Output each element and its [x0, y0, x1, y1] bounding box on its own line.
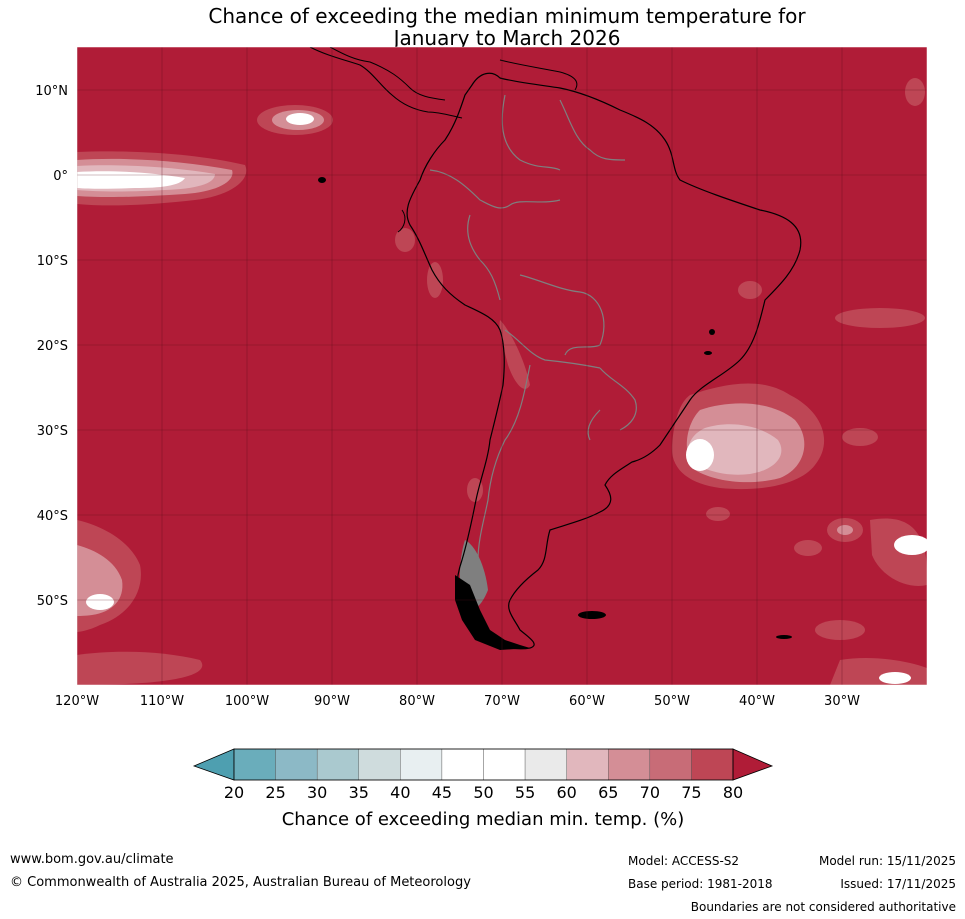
probability-patch-south-atlantic: [671, 383, 825, 490]
lon-label-120w: 120°W: [55, 694, 99, 709]
base-period-text: Base period: 1981-2018: [628, 877, 773, 891]
colorbar-segment: [566, 748, 609, 781]
colorbar-segment: [400, 748, 443, 781]
lon-label-30w: 30°W: [824, 694, 860, 709]
colorbar-segment: [275, 748, 318, 781]
issued-text: Issued: 17/11/2025: [840, 877, 956, 891]
colorbar-segment: [483, 748, 526, 781]
model-run-text: Model run: 15/11/2025: [818, 854, 956, 868]
probability-patch-equatorial-west: [77, 151, 247, 206]
lat-label-20s: 20°S: [37, 339, 68, 354]
probability-patch-southwest-pacific: [77, 520, 203, 685]
colorbar-tick-label: 35: [349, 783, 369, 802]
islands: [318, 177, 792, 650]
website-link[interactable]: www.bom.gov.au/climate: [10, 852, 174, 867]
lon-label-100w: 100°W: [225, 694, 269, 709]
colorbar-segment: [524, 748, 567, 781]
lon-label-40w: 40°W: [739, 694, 775, 709]
colorbar-over-arrow: [732, 748, 774, 781]
longitude-labels: 120°W 110°W 100°W 90°W 80°W 70°W 60°W 50…: [55, 694, 860, 709]
colorbar-segment: [233, 748, 276, 781]
colorbar-segment: [691, 748, 734, 781]
colorbar-tick-label: 55: [515, 783, 535, 802]
colorbar-label: Chance of exceeding median min. temp. (%…: [282, 809, 685, 830]
colorbar-tick-label: 65: [598, 783, 618, 802]
lon-label-110w: 110°W: [140, 694, 184, 709]
colorbar-segment: [441, 748, 484, 781]
colorbar-segment: [608, 748, 651, 781]
colorbar-tick-label: 20: [224, 783, 244, 802]
lon-label-90w: 90°W: [314, 694, 350, 709]
colorbar-tick-label: 40: [390, 783, 410, 802]
colorbar-tick-label: 80: [723, 783, 743, 802]
lon-label-70w: 70°W: [484, 694, 520, 709]
lat-label-0: 0°: [53, 169, 68, 184]
lat-label-30s: 30°S: [37, 424, 68, 439]
colorbar-segment: [358, 748, 401, 781]
country-borders: [429, 94, 637, 561]
colorbar-under-arrow: [192, 748, 235, 781]
copyright-text: © Commonwealth of Australia 2025, Austra…: [10, 875, 471, 890]
colorbar-segments: [233, 748, 734, 781]
colorbar-tick-label: 50: [473, 783, 493, 802]
lon-label-60w: 60°W: [569, 694, 605, 709]
disclaimer-text: Boundaries are not considered authoritat…: [690, 900, 956, 914]
gridlines: [77, 47, 927, 685]
colorbar: 20 25 30 35 40 45 50 55 60 65 70 75 80 Chance of exc…: [192, 748, 774, 830]
lat-label-10s: 10°S: [37, 254, 68, 269]
south-america-coastline: [397, 72, 802, 650]
lat-label-50s: 50°S: [37, 594, 68, 609]
latitude-labels: 10°N 0° 10°S 20°S 30°S 40°S 50°S: [35, 84, 68, 609]
colorbar-segment: [649, 748, 692, 781]
colorbar-tick-label: 60: [556, 783, 576, 802]
central-america-coastline: [309, 47, 578, 119]
colorbar-segment: [316, 748, 359, 781]
colorbar-outline: [233, 748, 734, 781]
lat-label-40s: 40°S: [37, 509, 68, 524]
probability-patch-tropical-pacific: [257, 105, 333, 135]
colorbar-tick-label: 45: [432, 783, 452, 802]
map-title-line1: Chance of exceeding the median minimum t…: [208, 4, 806, 28]
lat-label-10n: 10°N: [35, 84, 68, 99]
colorbar-tick-label: 30: [307, 783, 327, 802]
model-text: Model: ACCESS-S2: [628, 854, 740, 868]
map-title-line2: January to March 2026: [393, 26, 621, 50]
colorbar-tick-label: 70: [640, 783, 660, 802]
lon-label-50w: 50°W: [654, 694, 690, 709]
lon-label-80w: 80°W: [399, 694, 435, 709]
colorbar-tick-label: 25: [265, 783, 285, 802]
colorbar-tick-labels: 20 25 30 35 40 45 50 55 60 65 70 75 80: [224, 783, 743, 802]
probability-patch-southeast: [706, 78, 927, 685]
colorbar-tick-label: 75: [681, 783, 701, 802]
